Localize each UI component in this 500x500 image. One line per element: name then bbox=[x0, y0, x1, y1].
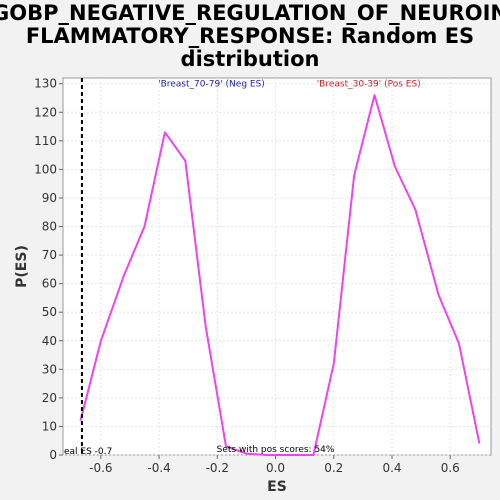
y-tick-label: 40 bbox=[42, 334, 57, 348]
y-tick-label: 110 bbox=[34, 134, 57, 148]
chart-title: GOBP_NEGATIVE_REGULATION_OF_NEUROINFLAMM… bbox=[0, 1, 500, 71]
x-axis-label: ES bbox=[267, 479, 287, 495]
x-tick-label: 0.2 bbox=[324, 461, 343, 475]
pos-es-label: 'Breast_30-39' (Pos ES) bbox=[317, 80, 421, 90]
y-tick-label: 130 bbox=[34, 77, 57, 91]
series-lines bbox=[79, 94, 481, 456]
y-tick-label: 100 bbox=[34, 162, 57, 176]
es-distribution-line bbox=[79, 94, 481, 456]
y-tick-label: 20 bbox=[42, 391, 57, 405]
y-tick-label: 60 bbox=[42, 277, 57, 291]
y-tick-label: 90 bbox=[42, 191, 57, 205]
annotations: eal ES -0.7 'Breast_70-79' (Neg ES) 'Breas… bbox=[64, 78, 421, 457]
y-tick-label: 120 bbox=[34, 105, 57, 119]
x-tick-label: -0.6 bbox=[89, 461, 112, 475]
y-tick-label: 10 bbox=[42, 419, 57, 433]
axes: -0.6 -0.4 -0.2 0.0 0.2 0.4 0.6 0 10 20 30 40 50 60 70 8… bbox=[14, 77, 460, 495]
neg-es-label: 'Breast_70-79' (Neg ES) bbox=[158, 80, 265, 90]
y-tick-label: 30 bbox=[42, 362, 57, 376]
title-line-1: FLAMMATORY_RESPONSE: Random ES bbox=[26, 24, 474, 48]
x-tick-label: 0.4 bbox=[382, 461, 401, 475]
x-tick-label: 0.6 bbox=[441, 461, 460, 475]
title-line-0: GOBP_NEGATIVE_REGULATION_OF_NEUROIN bbox=[0, 1, 500, 25]
y-tick-label: 50 bbox=[42, 305, 57, 319]
actual-es-label: eal ES -0.7 bbox=[64, 447, 112, 457]
pos-scores-label: Sets with pos scores: 54% bbox=[217, 445, 335, 455]
x-tick-label: -0.2 bbox=[206, 461, 229, 475]
x-tick-label: 0.0 bbox=[266, 461, 285, 475]
x-tick-label: -0.4 bbox=[147, 461, 170, 475]
y-tick-label: 0 bbox=[49, 448, 57, 462]
y-axis-label: P(ES) bbox=[14, 245, 30, 288]
y-tick-label: 70 bbox=[42, 248, 57, 262]
y-tick-label: 80 bbox=[42, 220, 57, 234]
title-line-2: distribution bbox=[181, 47, 320, 71]
